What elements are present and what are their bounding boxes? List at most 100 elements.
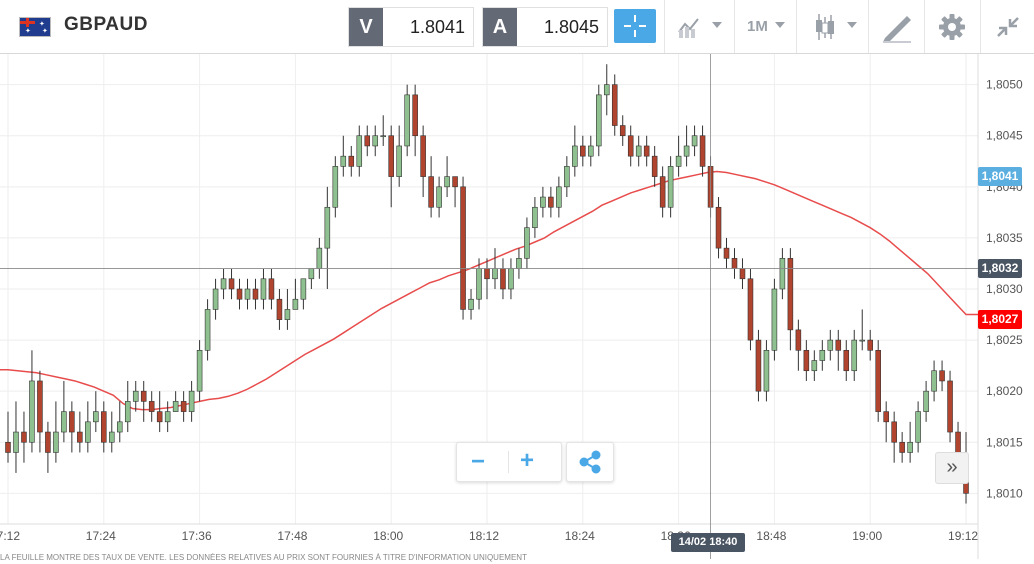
disclaimer: LA FEUILLE MONTRE DES TAUX DE VENTE. LES… [0,553,527,562]
candle [731,258,738,269]
candle [484,268,490,280]
zoom-in-button[interactable]: + [520,447,535,474]
candle [827,339,834,351]
candle [348,155,355,167]
candle [899,441,905,453]
candle [93,411,99,423]
gear-icon [939,14,965,40]
candle [556,186,562,208]
candle [540,196,546,208]
y-tick-label: 1,8025 [986,333,1023,347]
candle [907,441,913,453]
y-tick-label: 1,8050 [986,78,1023,92]
candle [300,278,307,300]
timeframe-selector[interactable]: 1M [734,0,797,53]
crosshair-price-text: 1,8032 [981,260,1019,275]
x-tick-label: 18:24 [565,529,595,543]
sell-price-box[interactable]: V 1.8041 [348,7,474,47]
candle [21,431,27,443]
candle [795,329,802,351]
candle [412,94,418,137]
share-icon[interactable] [567,443,613,481]
candle [723,247,730,259]
candle [340,155,347,167]
x-tick-label: 18:12 [469,529,499,543]
moving-average-line [0,170,978,411]
sell-price: 1.8041 [409,17,465,37]
x-tick-label: 18:48 [756,529,786,543]
candle [372,135,379,147]
settings-button[interactable] [924,0,981,53]
candle [532,206,538,228]
x-tick-label: 19:12 [948,529,978,543]
candle [396,145,402,177]
candle [683,145,690,157]
toolbar: ✦ ✦ ✦ GBPAUD V 1.8041 A 1.8045 1M [0,0,1034,54]
candle [101,411,107,443]
timeframe-label: 1M [747,18,768,35]
buy-tag: A [483,8,517,46]
candle [164,411,171,423]
candle [196,350,203,392]
chart-type-button[interactable] [664,0,735,53]
candle [667,166,674,208]
candle [356,135,363,167]
candle [85,421,91,443]
candle [739,268,746,280]
drawing-tools-button[interactable] [868,0,925,53]
candle [316,247,323,269]
instrument-symbol[interactable]: GBPAUD [64,14,148,35]
x-tick-label: 17:24 [86,529,116,543]
candle [883,411,889,423]
candle [236,288,243,300]
candle [779,258,786,290]
candle [651,155,658,177]
candle [244,288,251,300]
collapse-icon [997,17,1019,37]
x-tick-label: 19:00 [852,529,882,543]
candle [699,135,706,167]
candle [252,288,259,300]
price-chart[interactable]: 1,8010 1,8015 1,8020 1,8025 1,8030 1,8035 1,80… [0,54,1034,559]
zoom-out-button[interactable]: − [471,448,486,475]
candle [204,309,211,351]
sell-tag: V [349,8,383,46]
candle [45,431,51,453]
candle [572,145,578,167]
candle [931,370,937,392]
candle [619,125,626,137]
candle [292,298,299,310]
candle [148,401,155,412]
crosshair-time-tag: 14/02 18:40 [671,533,745,552]
candle [468,298,474,310]
candlestick-chart[interactable]: 1,8010 1,8015 1,8020 1,8025 1,8030 1,8035 1,80… [0,54,1034,559]
candle [436,186,442,208]
candle [492,268,498,280]
candle [939,370,945,382]
current-price-badge: 1,8041 [978,166,1022,186]
candle [29,380,35,443]
crosshair-button[interactable] [614,9,656,43]
candle [420,135,426,177]
buy-price: 1.8045 [543,17,599,37]
candle [476,268,482,300]
candle [516,258,522,269]
candle [659,176,666,208]
y-tick-label: 1,8035 [986,231,1023,245]
buy-price-box[interactable]: A 1.8045 [482,7,608,47]
x-tick-label: 17:36 [182,529,212,543]
candle [548,196,554,208]
candle-style-button[interactable] [796,0,869,53]
candle [172,401,179,412]
moving-average-badge: 1,8027 [978,309,1022,329]
x-tick-label: 17:12 [0,529,20,543]
candle [212,288,219,310]
candle [508,268,514,290]
candle [603,84,610,96]
scroll-to-latest-button[interactable]: » [935,452,969,484]
y-tick-label: 1,8030 [986,282,1023,296]
candle [404,94,410,147]
candle [388,135,394,177]
collapse-button[interactable] [980,0,1034,53]
candle [220,278,227,290]
